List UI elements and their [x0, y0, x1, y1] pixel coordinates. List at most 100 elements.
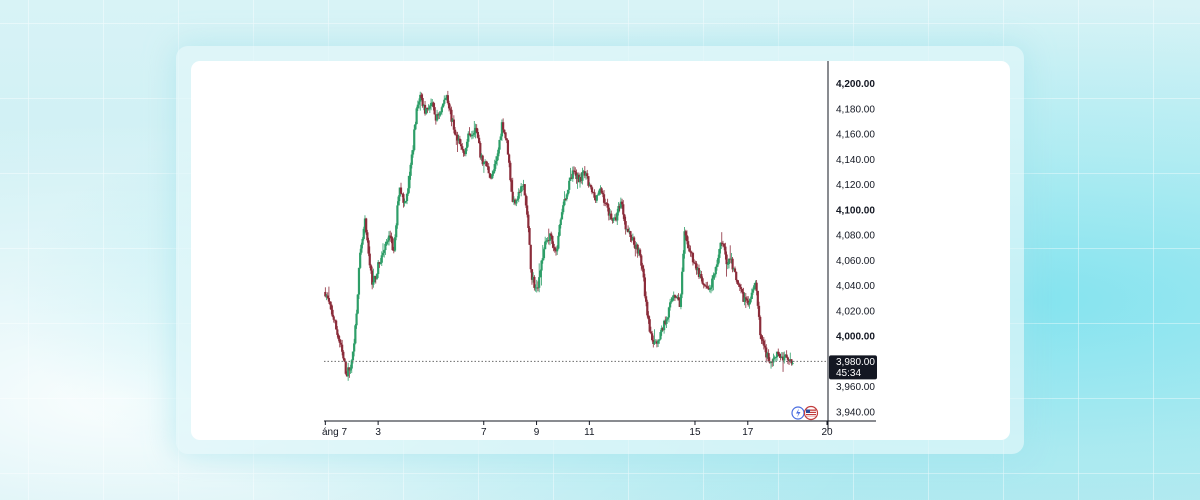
candle [733, 266, 737, 273]
candle [514, 198, 517, 206]
candle-body [771, 361, 774, 363]
candle [357, 267, 361, 299]
candle-body [415, 108, 418, 125]
candle-body [683, 231, 686, 254]
candle [462, 149, 465, 157]
candle [557, 232, 560, 250]
candle-body [372, 282, 375, 285]
candle [434, 114, 437, 125]
candle-body [694, 262, 697, 264]
candle [721, 240, 725, 248]
candle [551, 235, 554, 249]
candle-body [350, 360, 353, 369]
candle-body [351, 351, 355, 361]
candle-body [625, 228, 628, 230]
candle-body [401, 193, 404, 195]
candle [473, 120, 476, 138]
candle-body [713, 274, 716, 276]
candle [772, 353, 775, 367]
candle [404, 200, 407, 204]
candle-body [457, 138, 460, 141]
candle [341, 339, 344, 356]
candle [638, 248, 642, 258]
price-tick-label: 4,020.00 [836, 306, 875, 317]
candle-body [566, 189, 570, 195]
candle [333, 319, 337, 324]
candle [719, 242, 722, 254]
candle [594, 195, 597, 203]
candle-body [779, 356, 782, 358]
candle [385, 238, 388, 246]
candle-body [608, 213, 612, 216]
candle [437, 112, 440, 120]
candle-body [445, 95, 448, 99]
candle [643, 273, 646, 299]
candle-body [638, 249, 642, 256]
candle [617, 202, 620, 216]
time-tick-label: 20 [821, 427, 833, 438]
candle [374, 275, 377, 284]
candle [630, 234, 633, 243]
candle-body [392, 250, 395, 251]
candlestick-chart[interactable]: 4,200.00 4,180.00 4,160.00 4,140.00 4,120.00… [191, 61, 1010, 440]
candle [765, 344, 768, 363]
candle [516, 196, 519, 201]
candle-body [676, 297, 679, 299]
candle [563, 191, 566, 207]
candle-body [468, 133, 471, 135]
candle [506, 139, 510, 155]
candle-body [700, 274, 703, 279]
candle [658, 339, 661, 344]
candle-body [521, 186, 524, 188]
candle-body [551, 235, 554, 244]
candle-body [395, 225, 398, 238]
candle [464, 147, 467, 157]
candle-body [769, 361, 773, 363]
candle-body [708, 289, 711, 290]
candle-body [437, 114, 440, 116]
candle-body [344, 361, 347, 374]
candle [695, 261, 698, 275]
candle [663, 319, 666, 334]
candle-body [421, 97, 424, 107]
candle-body [571, 170, 574, 179]
candle [500, 119, 504, 142]
candle-body [748, 302, 751, 305]
candle-body [709, 287, 713, 290]
candle-body [399, 187, 403, 194]
candle-body [337, 334, 340, 340]
price-tick-label: 3,940.00 [836, 407, 875, 418]
candle [649, 326, 652, 335]
candle [502, 118, 505, 134]
candle-body [702, 283, 705, 286]
candle [629, 230, 632, 243]
candle [620, 198, 624, 209]
candle-body [607, 207, 610, 216]
candle [494, 156, 498, 169]
candle-body [751, 289, 755, 293]
price-tick-label: 4,080.00 [836, 231, 875, 242]
event-icons[interactable] [791, 405, 819, 421]
candle [445, 94, 448, 101]
candle-body [407, 188, 410, 194]
candle [381, 243, 385, 257]
candle-body [474, 127, 477, 134]
candle [783, 351, 786, 364]
candle [675, 295, 678, 299]
candle [760, 333, 763, 344]
candle [688, 244, 691, 252]
candle [546, 237, 549, 243]
candle-body [492, 171, 495, 174]
candle [590, 185, 594, 195]
candle [736, 279, 739, 285]
candle [723, 243, 726, 251]
candle-body [675, 296, 678, 298]
candle-body [681, 271, 684, 295]
candle [522, 179, 525, 191]
candle-body [456, 134, 459, 141]
candle [625, 228, 628, 232]
candle [631, 233, 634, 241]
candle-body [540, 260, 543, 271]
candle-body [673, 295, 677, 297]
candle [521, 186, 524, 192]
